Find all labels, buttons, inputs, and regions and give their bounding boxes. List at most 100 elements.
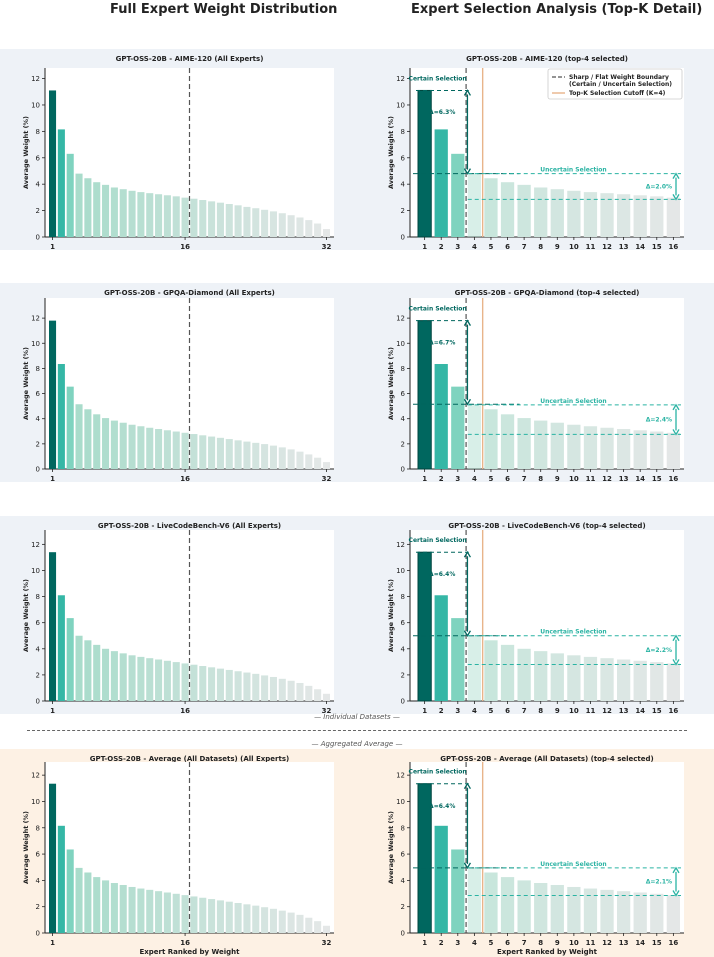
- y-tick-label: 8: [36, 824, 40, 832]
- certain-delta-label: Δ=6.7%: [429, 339, 455, 346]
- topk-bar-expert-11: [583, 888, 598, 933]
- topk-detail-chart-1: GPT-OSS-20B - AIME-120 (top-4 selected) 0…: [387, 55, 684, 251]
- certain-delta-arrow-head-bottom: [463, 862, 471, 870]
- x-tick-label: 7: [522, 243, 527, 251]
- certain-delta-label: Δ=6.4%: [429, 803, 455, 810]
- chart-title: GPT-OSS-20B - LiveCodeBench-V6 (All Expe…: [98, 522, 281, 530]
- topk-bar-expert-15: [650, 431, 664, 469]
- legend: Sharp / Flat Weight Boundary(Certain / U…: [547, 68, 683, 100]
- bar-expert-20: [216, 900, 224, 933]
- bar-expert-26: [269, 445, 277, 469]
- y-tick-label: 8: [36, 365, 40, 373]
- y-axis-label: Average Weight (%): [387, 811, 395, 884]
- certain-selection-label: Certain Selection: [409, 75, 467, 82]
- y-tick-label: 8: [36, 128, 40, 136]
- uncertain-delta-arrow-head-top: [672, 866, 680, 874]
- bar-expert-15: [172, 893, 180, 933]
- x-tick-label: 13: [619, 475, 629, 483]
- topk-detail-chart-3: GPT-OSS-20B - LiveCodeBench-V6 (top-4 se…: [387, 522, 684, 715]
- y-tick-label: 6: [36, 851, 41, 859]
- bar-expert-7: [102, 648, 110, 701]
- bar-expert-12: [146, 889, 154, 933]
- bar-expert-26: [269, 676, 277, 701]
- y-tick-label: 12: [31, 75, 40, 83]
- y-tick-label: 2: [401, 903, 405, 911]
- x-tick-label: 9: [555, 475, 560, 483]
- y-tick-label: 6: [401, 851, 406, 859]
- bar-expert-5: [84, 178, 92, 237]
- bar-expert-7: [102, 880, 110, 933]
- x-tick-label: 9: [555, 707, 560, 715]
- bar-expert-15: [172, 662, 180, 701]
- topk-bar-expert-6: [500, 414, 515, 469]
- bar-expert-17: [190, 664, 198, 701]
- topk-bar-expert-16: [666, 432, 680, 469]
- x-tick-label: 15: [652, 707, 662, 715]
- y-axis-label: Average Weight (%): [22, 347, 30, 420]
- x-tick-label: 13: [619, 243, 629, 251]
- bar-expert-32: [322, 462, 330, 469]
- bar-expert-8: [110, 420, 118, 469]
- bar-expert-3: [66, 849, 74, 933]
- topk-bar-expert-12: [600, 193, 614, 237]
- x-tick-label: 15: [652, 243, 662, 251]
- uncertain-selection-label: Uncertain Selection: [540, 861, 606, 868]
- x-tick-label: 16: [668, 707, 678, 715]
- y-axis-label: Average Weight (%): [22, 579, 30, 652]
- certain-delta-arrow-head-top: [463, 550, 471, 558]
- y-axis-label: Average Weight (%): [22, 811, 30, 884]
- topk-bar-expert-4: [467, 635, 482, 701]
- x-tick-label: 1: [50, 707, 55, 715]
- bar-expert-8: [110, 651, 118, 701]
- x-tick-label: 2: [439, 475, 444, 483]
- x-tick-label: 13: [619, 939, 629, 947]
- bar-expert-20: [216, 437, 224, 469]
- bar-expert-23: [243, 441, 251, 469]
- bar-expert-1: [49, 320, 57, 469]
- uncertain-delta-arrow-head-top: [672, 403, 680, 411]
- x-tick-label: 11: [586, 939, 596, 947]
- x-tick-label: 10: [569, 475, 579, 483]
- bar-expert-9: [119, 884, 127, 933]
- topk-bar-expert-11: [583, 656, 598, 701]
- bar-expert-12: [146, 658, 154, 701]
- bar-expert-9: [119, 422, 127, 469]
- chart-title: GPT-OSS-20B - Average (All Datasets) (Al…: [90, 755, 289, 763]
- bar-expert-6: [93, 877, 101, 933]
- x-tick-label: 6: [505, 939, 510, 947]
- x-axis-label: Expert Ranked by Weight: [497, 948, 598, 956]
- chart-title: GPT-OSS-20B - AIME-120 (top-4 selected): [466, 55, 628, 63]
- chart-title: GPT-OSS-20B - GPQA-Diamond (top-4 select…: [455, 289, 640, 297]
- uncertain-delta-arrow-head-top: [672, 634, 680, 642]
- bar-expert-25: [261, 444, 269, 469]
- x-tick-label: 4: [472, 243, 477, 251]
- certain-delta-arrow-head-top: [463, 782, 471, 790]
- aggregation-divider: [27, 730, 687, 731]
- y-tick-label: 4: [36, 877, 41, 885]
- topk-bar-expert-7: [517, 648, 531, 701]
- legend-boundary-label: Sharp / Flat Weight Boundary: [569, 74, 669, 81]
- topk-bar-expert-5: [484, 178, 498, 237]
- bar-expert-26: [269, 908, 277, 933]
- x-tick-label: 10: [569, 243, 579, 251]
- x-tick-label: 5: [489, 939, 494, 947]
- x-tick-label: 16: [180, 939, 190, 947]
- topk-bar-expert-5: [484, 409, 498, 469]
- x-tick-label: 32: [322, 243, 332, 251]
- bar-expert-8: [110, 187, 118, 237]
- bar-expert-29: [296, 451, 304, 469]
- x-tick-label: 32: [322, 939, 332, 947]
- y-tick-label: 0: [401, 930, 405, 938]
- y-tick-label: 0: [36, 698, 40, 706]
- bar-expert-26: [269, 211, 277, 237]
- bar-expert-17: [190, 198, 198, 237]
- bar-expert-10: [128, 886, 136, 933]
- bar-expert-27: [278, 910, 286, 933]
- topk-bar-expert-3: [451, 618, 465, 701]
- y-tick-label: 6: [401, 390, 406, 398]
- y-axis-label: Average Weight (%): [387, 116, 395, 189]
- bar-expert-4: [75, 635, 83, 701]
- bar-expert-28: [287, 449, 295, 469]
- topk-bar-expert-6: [500, 877, 515, 933]
- topk-bar-expert-3: [451, 153, 465, 237]
